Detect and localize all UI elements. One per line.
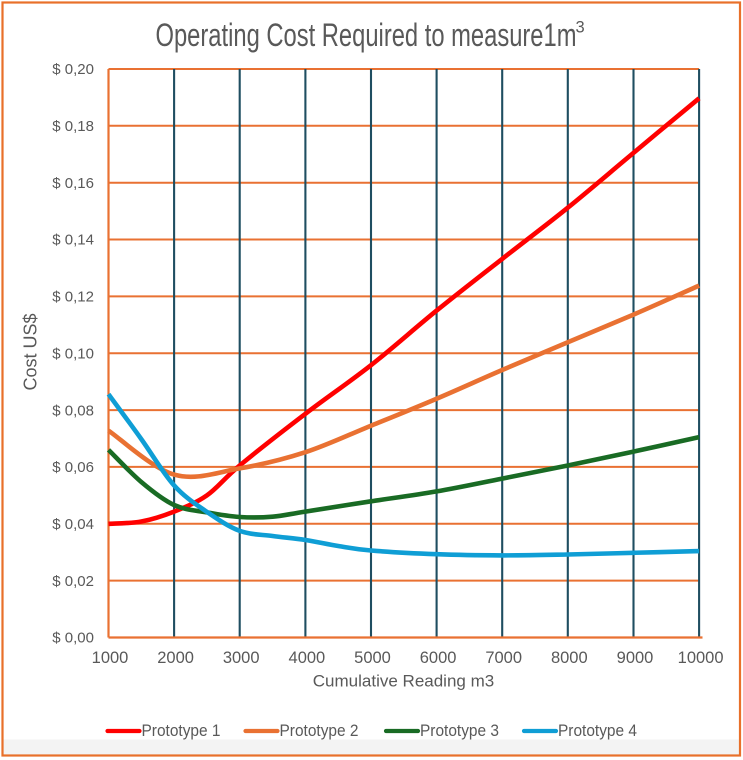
svg-text:Cost US$: Cost US$ <box>21 313 41 390</box>
svg-text:Prototype 1: Prototype 1 <box>142 722 221 740</box>
svg-text:Prototype 4: Prototype 4 <box>558 722 637 740</box>
svg-text:$ 0,08: $ 0,08 <box>52 402 94 419</box>
svg-text:7000: 7000 <box>485 649 522 667</box>
svg-text:2000: 2000 <box>157 649 194 667</box>
svg-text:$ 0,04: $ 0,04 <box>52 516 94 533</box>
svg-text:5000: 5000 <box>354 649 391 667</box>
svg-text:8000: 8000 <box>551 649 588 667</box>
svg-text:3000: 3000 <box>223 649 260 667</box>
svg-text:4000: 4000 <box>289 649 326 667</box>
svg-text:Operating Cost Required to mea: Operating Cost Required to measure1m <box>156 17 577 53</box>
svg-text:Prototype 2: Prototype 2 <box>280 722 359 740</box>
svg-text:$ 0,16: $ 0,16 <box>52 175 94 192</box>
svg-text:$ 0,12: $ 0,12 <box>52 289 94 306</box>
svg-text:$ 0,18: $ 0,18 <box>52 118 94 135</box>
svg-text:$ 0,06: $ 0,06 <box>52 459 94 476</box>
svg-text:$ 0,00: $ 0,00 <box>52 630 94 647</box>
svg-text:3: 3 <box>576 19 585 37</box>
svg-text:1000: 1000 <box>92 649 129 667</box>
svg-text:9000: 9000 <box>617 649 654 667</box>
svg-text:Cumulative Reading m3: Cumulative Reading m3 <box>313 672 494 691</box>
svg-text:$ 0,20: $ 0,20 <box>52 61 94 78</box>
svg-text:10000: 10000 <box>678 649 724 667</box>
svg-text:Prototype 3: Prototype 3 <box>420 722 499 740</box>
svg-text:$ 0,02: $ 0,02 <box>52 573 94 590</box>
svg-text:6000: 6000 <box>420 649 457 667</box>
svg-text:$ 0,10: $ 0,10 <box>52 345 94 362</box>
svg-text:$ 0,14: $ 0,14 <box>52 232 94 249</box>
